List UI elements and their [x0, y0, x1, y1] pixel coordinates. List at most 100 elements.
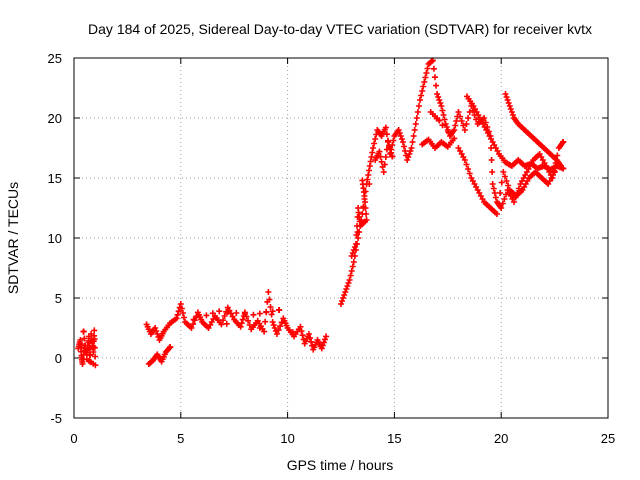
data-point — [453, 118, 460, 124]
data-point — [273, 331, 280, 337]
data-point — [372, 136, 379, 142]
data-point — [505, 100, 512, 106]
data-point — [505, 182, 512, 189]
data-point — [418, 92, 425, 99]
data-point — [511, 199, 518, 205]
data-point — [408, 145, 415, 151]
data-point — [500, 169, 507, 175]
y-tick-label: 5 — [55, 291, 62, 306]
data-point — [440, 112, 447, 118]
data-point — [276, 307, 283, 313]
data-point — [370, 145, 377, 151]
data-point — [269, 308, 276, 315]
data-point — [365, 172, 372, 178]
data-point — [366, 163, 373, 169]
data-point — [509, 112, 516, 118]
data-point — [442, 121, 449, 127]
data-point — [241, 310, 248, 317]
x-tick-label: 10 — [280, 431, 294, 446]
data-point — [461, 127, 468, 133]
data-point — [262, 318, 269, 325]
y-tick-label: 0 — [55, 351, 62, 366]
data-point — [452, 122, 459, 129]
data-point — [354, 223, 361, 229]
data-point — [424, 65, 431, 72]
data-point — [91, 327, 98, 334]
data-point — [406, 151, 413, 157]
data-point — [420, 83, 427, 90]
data-point — [344, 283, 351, 289]
data-point — [266, 296, 273, 303]
data-point — [353, 232, 360, 238]
data-point — [463, 121, 470, 127]
data-point — [382, 154, 389, 160]
data-point — [399, 139, 406, 145]
y-axis-label: SDTVAR / TECUs — [5, 182, 21, 294]
data-point — [350, 247, 357, 253]
data-point — [345, 280, 352, 286]
data-point — [364, 176, 371, 183]
data-point — [435, 94, 442, 100]
data-point — [360, 205, 367, 211]
data-point — [419, 88, 426, 94]
data-point — [354, 229, 361, 235]
data-point — [387, 146, 394, 153]
data-point — [83, 349, 90, 356]
data-point — [466, 109, 473, 115]
data-point — [460, 122, 467, 129]
data-point — [501, 196, 508, 202]
data-point — [166, 345, 173, 352]
data-point — [218, 321, 225, 328]
data-point — [275, 327, 282, 334]
data-point — [188, 325, 195, 331]
data-point — [423, 70, 430, 76]
y-tick-label: 20 — [48, 111, 62, 126]
data-point — [503, 191, 510, 198]
data-point — [431, 74, 438, 81]
y-tick-label: -5 — [50, 411, 62, 426]
x-tick-label: 15 — [387, 431, 401, 446]
data-point — [340, 295, 347, 301]
data-point — [299, 332, 306, 339]
data-point — [437, 100, 444, 106]
data-point — [245, 317, 252, 324]
data-point — [154, 331, 161, 337]
data-point — [190, 316, 197, 323]
data-point — [389, 153, 396, 160]
data-point — [407, 148, 414, 154]
data-point — [342, 289, 349, 295]
data-point — [434, 91, 441, 97]
data-point — [438, 103, 445, 109]
data-point — [349, 250, 356, 256]
data-point — [421, 79, 428, 85]
data-point — [422, 74, 429, 81]
data-point — [238, 320, 245, 327]
data-point — [488, 157, 495, 163]
data-point — [289, 329, 296, 336]
data-point — [223, 320, 230, 327]
data-point — [178, 305, 185, 312]
data-point — [366, 181, 373, 187]
data-point — [457, 113, 464, 120]
data-point — [503, 94, 510, 100]
data-point — [91, 344, 98, 351]
data-point — [498, 205, 505, 211]
data-point — [490, 185, 497, 192]
data-point — [352, 241, 359, 247]
data-point — [502, 91, 509, 97]
y-tick-label: 15 — [48, 171, 62, 186]
chart-title: Day 184 of 2025, Sidereal Day-to-day VTE… — [88, 21, 592, 37]
data-point — [321, 336, 328, 343]
data-point — [382, 124, 389, 131]
data-point — [237, 323, 244, 330]
data-point — [463, 161, 470, 168]
data-point — [489, 169, 496, 175]
x-tick-label: 0 — [70, 431, 77, 446]
data-point — [209, 310, 216, 317]
data-point — [347, 272, 354, 279]
data-point — [380, 169, 387, 175]
data-point — [271, 325, 278, 331]
data-point — [256, 325, 263, 331]
data-point — [390, 137, 397, 144]
data-point — [473, 116, 480, 123]
